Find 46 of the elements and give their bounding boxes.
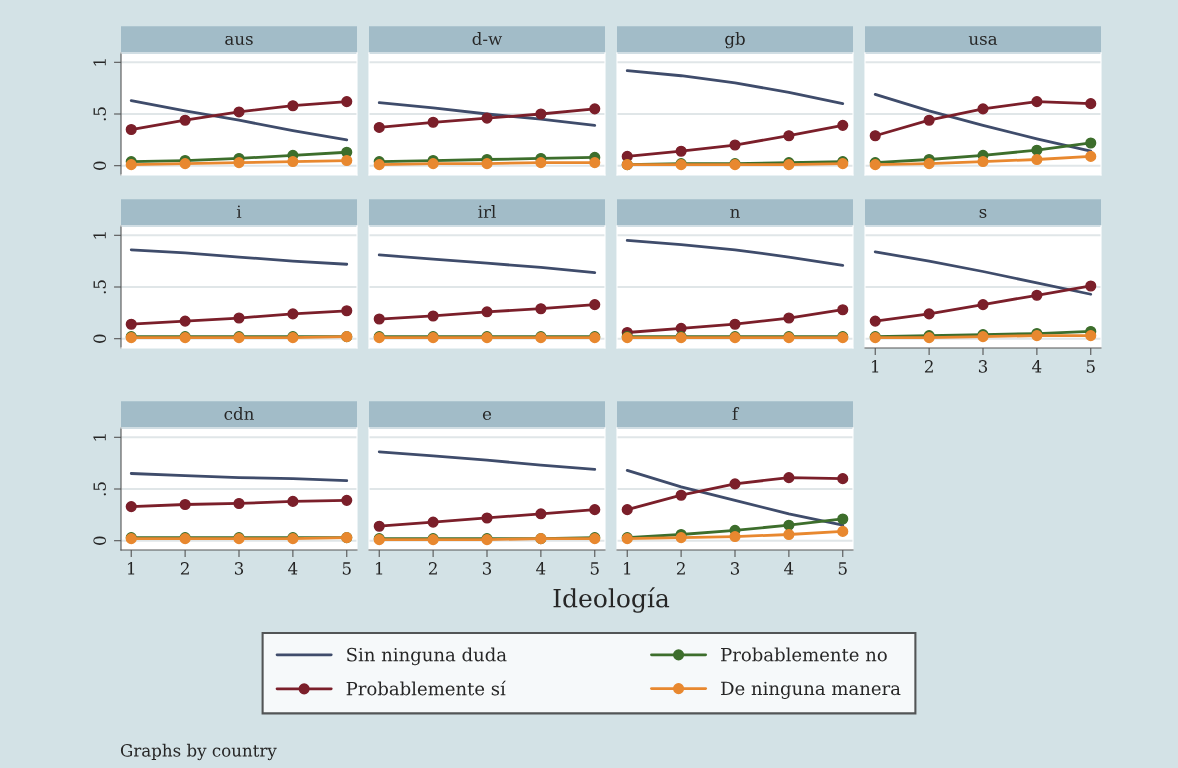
x-tick-label: 5 [1086,360,1095,373]
x-tick-label: 1 [871,360,879,373]
x-tick-label: 3 [482,562,492,575]
chart-title: d-w [472,32,503,46]
chart-title: usa [968,35,998,46]
y-tick-label: 0 [93,536,106,545]
x-tick-label: 3 [234,562,244,575]
legend-label: Probablemente no [721,647,887,662]
x-tick-label: 3 [978,360,988,373]
chart-title: irl [478,205,496,218]
x-tick-label: 5 [838,562,847,575]
y-tick-label: 1 [93,59,106,66]
chart-title: e [482,410,492,421]
y-tick-label: .5 [93,482,106,496]
x-tick-label: 2 [676,562,685,575]
chart-title: i [236,205,242,218]
chart-title: cdn [224,407,254,421]
x-tick-label: 5 [342,562,351,575]
x-tick-label: 2 [180,562,189,575]
x-tick-label: 3 [730,562,740,575]
text: Graphs by country [120,743,277,761]
chart-title: s [979,208,987,219]
x-tick-label: 4 [536,562,546,575]
y-tick-label: 0 [93,334,106,343]
x-axis-title: Ideología [553,587,670,613]
y-tick-label: 0 [93,161,106,170]
x-tick-label: 5 [590,562,599,575]
chart-title: gb [725,32,745,49]
legend-label: Probablemente sí [346,680,506,696]
x-tick-label: 1 [375,562,383,575]
x-tick-label: 2 [428,562,437,575]
y-tick-label: 1 [93,232,106,239]
legend-label: Sin ninguna duda [347,647,507,666]
x-tick-label: 4 [784,562,794,575]
y-tick-label: .5 [93,280,106,294]
chart-title: f [732,407,740,420]
x-tick-label: 2 [924,360,933,373]
chart-title: n [730,208,740,218]
y-tick-label: 1 [93,434,106,441]
x-tick-label: 1 [623,562,631,575]
x-tick-label: 4 [288,562,298,575]
legend-label: De ninguna manera [721,681,901,699]
x-tick-label: 1 [127,562,135,575]
chart-title: aus [225,35,253,46]
x-tick-label: 4 [1032,360,1042,373]
y-tick-label: .5 [93,107,106,121]
